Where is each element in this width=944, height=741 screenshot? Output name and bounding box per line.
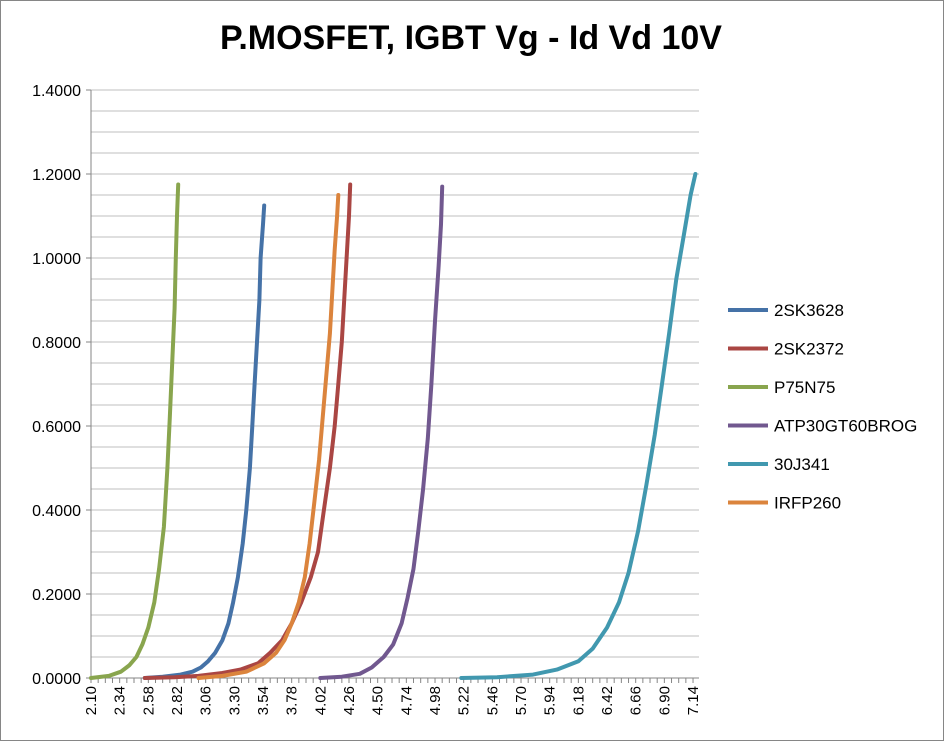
y-tick-label: 1.4000	[32, 83, 81, 100]
legend: 2SK3628 2SK2372 P75N75 ATP30GT60BROG 30J341 I…	[728, 301, 917, 513]
x-tick-label: 4.26	[341, 686, 358, 715]
series-line-30j341	[459, 172, 698, 680]
series-lines	[89, 172, 698, 680]
x-tick-label: 3.06	[198, 686, 215, 715]
grid-lines	[91, 89, 699, 658]
x-tick-label: 5.22	[456, 686, 473, 715]
x-tick-label: 5.94	[542, 686, 559, 715]
y-tick-label: 1.2000	[32, 167, 81, 184]
x-tick-label: 3.54	[255, 686, 272, 715]
x-tick-label: 6.42	[599, 686, 616, 715]
y-tick-labels: 0.0000 0.2000 0.4000 0.6000 0.8000 1.0000 1.20…	[32, 83, 91, 688]
x-tick-label: 4.74	[398, 686, 415, 715]
y-tick-label: 0.4000	[32, 503, 81, 520]
y-tick-label: 0.0000	[32, 671, 81, 688]
legend-label-irfp260: IRFP260	[774, 494, 841, 513]
chart-title: P.MOSFET, IGBT Vg - Id Vd 10V	[220, 19, 722, 57]
y-tick-label: 1.0000	[32, 251, 81, 268]
legend-label-30j341: 30J341	[774, 455, 830, 474]
x-tick-labels: 2.10 2.34 2.58 2.82 3.06 3.30 3.54 3.78 4.02 4.26…	[83, 678, 702, 715]
y-tick-label: 0.2000	[32, 587, 81, 604]
x-tick-label: 3.78	[284, 686, 301, 715]
series-line-irfp260	[196, 193, 341, 680]
x-tick-label: 7.14	[685, 686, 702, 715]
y-tick-label: 0.6000	[32, 419, 81, 436]
x-tick-label: 4.02	[312, 686, 329, 715]
x-tick-label: 2.10	[83, 686, 100, 715]
x-tick-label: 2.34	[112, 686, 129, 715]
legend-label-p75n75: P75N75	[774, 378, 835, 397]
legend-label-2sk2372: 2SK2372	[774, 340, 844, 359]
series-line-2sk2372	[142, 182, 353, 680]
series-line-p75n75	[89, 182, 181, 680]
x-tick-label: 5.70	[513, 686, 530, 715]
x-tick-label: 2.82	[169, 686, 186, 715]
x-tick-label: 6.66	[628, 686, 645, 715]
x-tick-label: 4.50	[370, 686, 387, 715]
x-tick-label: 6.90	[656, 686, 673, 715]
x-tick-label: 2.58	[140, 686, 157, 715]
x-tick-label: 4.98	[427, 686, 444, 715]
x-tick-label: 5.46	[484, 686, 501, 715]
series-line-2sk3628	[142, 203, 267, 680]
y-tick-label: 0.8000	[32, 335, 81, 352]
series-line-atp30gt60brog	[318, 184, 445, 680]
legend-label-atp30gt60brog: ATP30GT60BROG	[774, 417, 917, 436]
x-tick-label: 3.30	[226, 686, 243, 715]
x-tick-label: 6.18	[570, 686, 587, 715]
legend-label-2sk3628: 2SK3628	[774, 301, 844, 320]
